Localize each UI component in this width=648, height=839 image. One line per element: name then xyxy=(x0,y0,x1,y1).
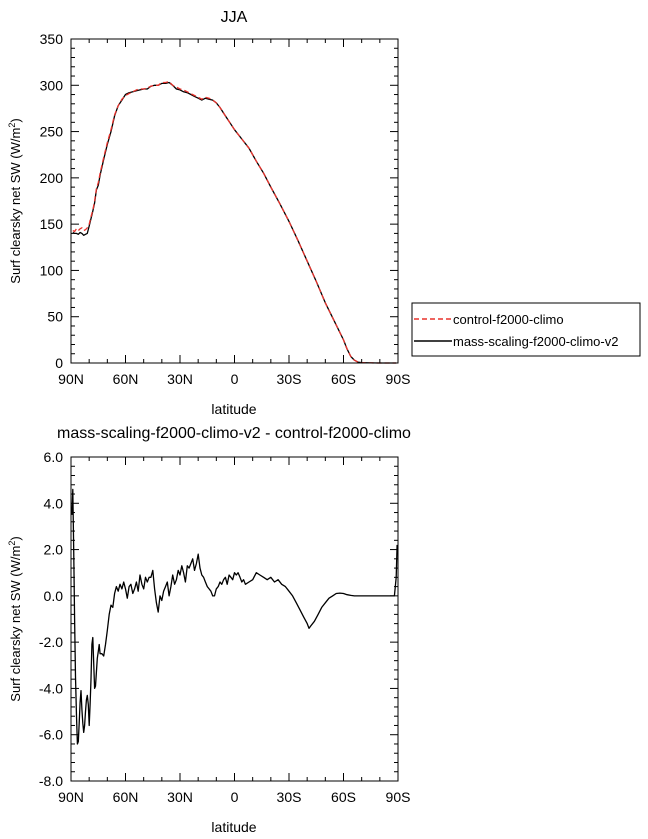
panel-top-x-tick-label: 30N xyxy=(167,371,193,387)
panel-bottom-y-tick-label: -2.0 xyxy=(39,634,63,650)
legend-label-mass-scaling: mass-scaling-f2000-climo-v2 xyxy=(453,334,618,349)
panel-top-x-tick-label: 30S xyxy=(277,371,302,387)
panel-bottom-x-tick-label: 30N xyxy=(167,789,193,805)
panel-top-y-axis-label: Surf clearsky net SW (W/m2) xyxy=(7,118,23,283)
panel-top-series-line-0 xyxy=(72,80,397,364)
panel-bottom: mass-scaling-f2000-climo-v2 - control-f2… xyxy=(7,425,411,835)
panel-bottom-y-tick-label: -6.0 xyxy=(39,727,63,743)
panel-bottom-y-tick-label: 2.0 xyxy=(44,542,64,558)
panel-top-y-tick-label: 50 xyxy=(47,309,63,325)
panel-top-y-tick-label: 100 xyxy=(40,262,64,278)
panel-bottom-y-tick-label: -4.0 xyxy=(39,680,63,696)
panel-top-title: JJA xyxy=(221,9,248,26)
legend: control-f2000-climo mass-scaling-f2000-c… xyxy=(411,302,641,357)
panel-bottom-y-tick-label: -8.0 xyxy=(39,773,63,789)
panel-top-y-tick-label: 350 xyxy=(40,31,64,47)
panel-bottom-plot-frame xyxy=(70,456,399,782)
panel-top-y-axis-label-end: ) xyxy=(8,118,23,122)
panel-bottom-x-axis-label: latitude xyxy=(211,819,256,835)
panel-top-y-tick-label: 200 xyxy=(40,170,64,186)
panel-bottom-x-tick-label: 60S xyxy=(331,789,356,805)
panel-bottom-y-tick-label: 0.0 xyxy=(44,588,64,604)
panel-top-y-tick-label: 300 xyxy=(40,77,64,93)
panel-bottom-x-tick-label: 90S xyxy=(386,789,411,805)
panel-bottom-y-tick-label: 4.0 xyxy=(44,495,64,511)
panel-top-y-tick-label: 250 xyxy=(40,124,64,140)
panel-top: JJA 0 50 100 150 200 250 300 350 90N 60N 30N 0 30S 6… xyxy=(7,9,410,417)
panel-top-series-layer xyxy=(72,80,397,364)
panel-bottom-x-tick-label: 60N xyxy=(113,789,139,805)
panel-bottom-y-axis: -8.0 -6.0 -4.0 -2.0 0.0 2.0 4.0 6.0 xyxy=(39,449,398,789)
panel-bottom-y-tick-label: 6.0 xyxy=(44,449,64,465)
panel-top-x-tick-label: 60S xyxy=(331,371,356,387)
panel-top-x-axis: 90N 60N 30N 0 30S 60S 90S xyxy=(58,39,410,387)
panel-bottom-x-tick-label: 90N xyxy=(58,789,84,805)
panel-bottom-y-axis-label: Surf clearsky net SW (W/m2) xyxy=(7,536,23,701)
panel-top-y-axis: 0 50 100 150 200 250 300 350 xyxy=(40,31,398,371)
panel-bottom-series-layer xyxy=(71,488,398,745)
panel-top-x-tick-label: 90S xyxy=(386,371,411,387)
panel-top-x-tick-label: 60N xyxy=(113,371,139,387)
panel-bottom-title: mass-scaling-f2000-climo-v2 - control-f2… xyxy=(57,425,411,442)
panel-top-y-tick-label: 150 xyxy=(40,216,64,232)
panel-top-x-axis-label: latitude xyxy=(211,401,256,417)
panel-bottom-x-tick-label: 30S xyxy=(277,789,302,805)
panel-top-plot-frame xyxy=(70,38,399,364)
legend-label-control: control-f2000-climo xyxy=(453,312,564,327)
legend-box xyxy=(411,302,641,357)
panel-bottom-y-axis-label-main: Surf clearsky net SW (W/m xyxy=(8,546,23,702)
panel-top-x-tick-label: 90N xyxy=(58,371,84,387)
panel-bottom-series-line-0 xyxy=(71,488,398,745)
panel-bottom-y-axis-label-end: ) xyxy=(8,536,23,540)
panel-bottom-x-tick-label: 0 xyxy=(231,789,239,805)
panel-top-y-tick-label: 0 xyxy=(55,355,63,371)
panel-bottom-x-axis: 90N 60N 30N 0 30S 60S 90S xyxy=(58,457,410,805)
panel-top-y-axis-label-main: Surf clearsky net SW (W/m xyxy=(8,128,23,284)
panel-top-x-tick-label: 0 xyxy=(231,371,239,387)
panel-top-y-axis-label-sup: 2 xyxy=(7,123,17,128)
panel-top-series-line-1 xyxy=(72,81,397,364)
panel-bottom-y-axis-label-sup: 2 xyxy=(7,541,17,546)
